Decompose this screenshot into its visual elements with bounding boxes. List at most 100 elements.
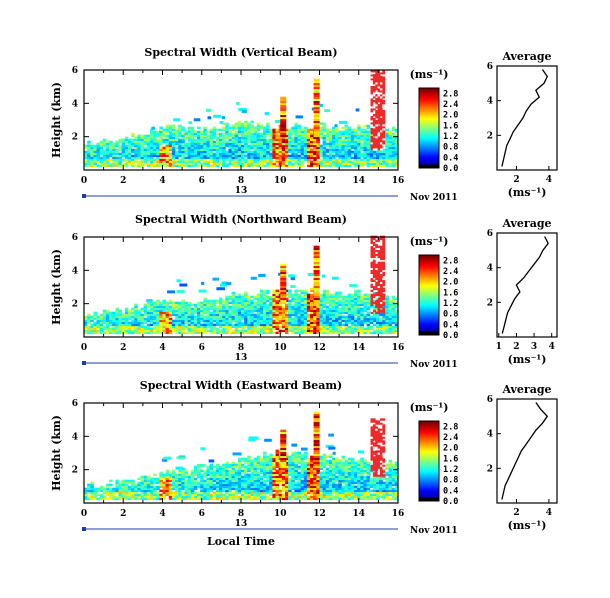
heatmap-cell (280, 263, 287, 267)
heatmap-cell (391, 311, 396, 315)
heatmap-cell (259, 491, 264, 495)
heatmap-cell (306, 148, 311, 152)
heatmap-cell (168, 134, 173, 138)
heatmap-cell (313, 319, 317, 323)
heatmap-cell (360, 307, 364, 311)
heatmap-cell (338, 331, 342, 335)
heatmap-cell (300, 289, 305, 293)
heatmap-cell (178, 481, 182, 485)
heatmap-cell (131, 150, 135, 154)
heatmap-cell (313, 297, 320, 301)
heatmap-cell (332, 321, 336, 325)
heatmap-cell (143, 142, 148, 146)
heatmap-cell (382, 245, 386, 249)
heatmap-cell (294, 323, 298, 327)
heatmap-cell (370, 82, 374, 85)
heatmap-cell (244, 329, 248, 333)
colorbar-label: 2.8 (443, 256, 458, 266)
heatmap-cell (338, 293, 342, 297)
heatmap-cell (168, 491, 173, 495)
heatmap-cell (193, 481, 198, 485)
heatmap-cell (394, 134, 399, 138)
heatmap-cell (159, 138, 163, 142)
heatmap-cell (372, 281, 376, 285)
heatmap-cell (338, 299, 342, 303)
heatmap-cell (256, 481, 261, 485)
heatmap-cell (171, 311, 176, 315)
heatmap-cell (259, 479, 264, 483)
heatmap-cell (237, 475, 242, 479)
heatmap-cell (262, 154, 267, 158)
heatmap-cell (303, 331, 308, 335)
heatmap-cell (93, 487, 97, 491)
heatmap-cell (294, 148, 298, 152)
heatmap-cell (303, 140, 308, 144)
heatmap-cell (382, 100, 386, 103)
heatmap-cell (253, 305, 258, 309)
heatmap-cell (253, 130, 258, 134)
heatmap-cell (325, 291, 330, 295)
heatmap-cell (181, 140, 185, 144)
heatmap-cell (341, 148, 346, 152)
heatmap-cell (131, 489, 135, 493)
heatmap-cell (379, 253, 383, 257)
heatmap-cell (344, 128, 349, 132)
heatmap-cell (375, 287, 379, 291)
heatmap-cell (168, 479, 173, 483)
heatmap-cell (184, 481, 189, 485)
heatmap-cell (377, 299, 381, 303)
heatmap-cell (149, 313, 154, 317)
heatmap-cell (324, 109, 331, 113)
heatmap-cell (275, 154, 280, 158)
heatmap-cell (350, 309, 355, 313)
heatmap-cell (247, 331, 251, 335)
colorbar-step (419, 162, 439, 165)
heatmap-cell (212, 465, 217, 469)
heatmap-cell (388, 158, 393, 162)
x-tick-label: 2 (120, 343, 126, 353)
heatmap-cell (303, 321, 308, 325)
heatmap-cell (313, 88, 320, 92)
heatmap-cell (250, 160, 254, 164)
heatmap-cell (313, 110, 320, 114)
heatmap-cell (228, 479, 232, 483)
heatmap-cell (259, 493, 264, 497)
heatmap-cell (222, 142, 226, 146)
heatmap-cell (121, 313, 126, 317)
heatmap-cell (341, 315, 346, 319)
heatmap-cell (250, 319, 254, 323)
heatmap-cell (306, 309, 311, 313)
heatmap-cell (84, 331, 88, 335)
heatmap-cell (347, 311, 352, 315)
heatmap-cell (266, 128, 270, 132)
heatmap-cell (146, 475, 151, 479)
heatmap-cell (140, 487, 145, 491)
heatmap-cell (334, 124, 338, 128)
heatmap-cell (149, 144, 154, 148)
heatmap-cell (388, 323, 393, 327)
heatmap-cell (253, 457, 258, 461)
heatmap-cell (382, 84, 386, 87)
heatmap-cell (253, 164, 258, 168)
heatmap-cell (112, 142, 116, 146)
heatmap-cell (121, 495, 126, 499)
heatmap-cell (159, 481, 163, 485)
heatmap-cell (347, 134, 352, 138)
heatmap-cell (382, 263, 386, 267)
heatmap-cell (280, 108, 287, 112)
heatmap-cell (165, 140, 170, 144)
heatmap-cell (310, 301, 314, 305)
heatmap-cell (322, 329, 327, 333)
heatmap-cell (247, 138, 251, 142)
heatmap-cell (259, 124, 264, 128)
heatmap-cell (313, 331, 317, 335)
heatmap-cell (121, 327, 126, 331)
heatmap-cell (159, 305, 163, 309)
heatmap-cell (385, 158, 389, 162)
colorbar-step (419, 146, 439, 149)
heatmap-cell (344, 307, 349, 311)
heatmap-cell (357, 158, 361, 162)
heatmap-cell (313, 261, 320, 265)
heatmap-cell (247, 459, 251, 463)
heatmap-cell (256, 160, 261, 164)
